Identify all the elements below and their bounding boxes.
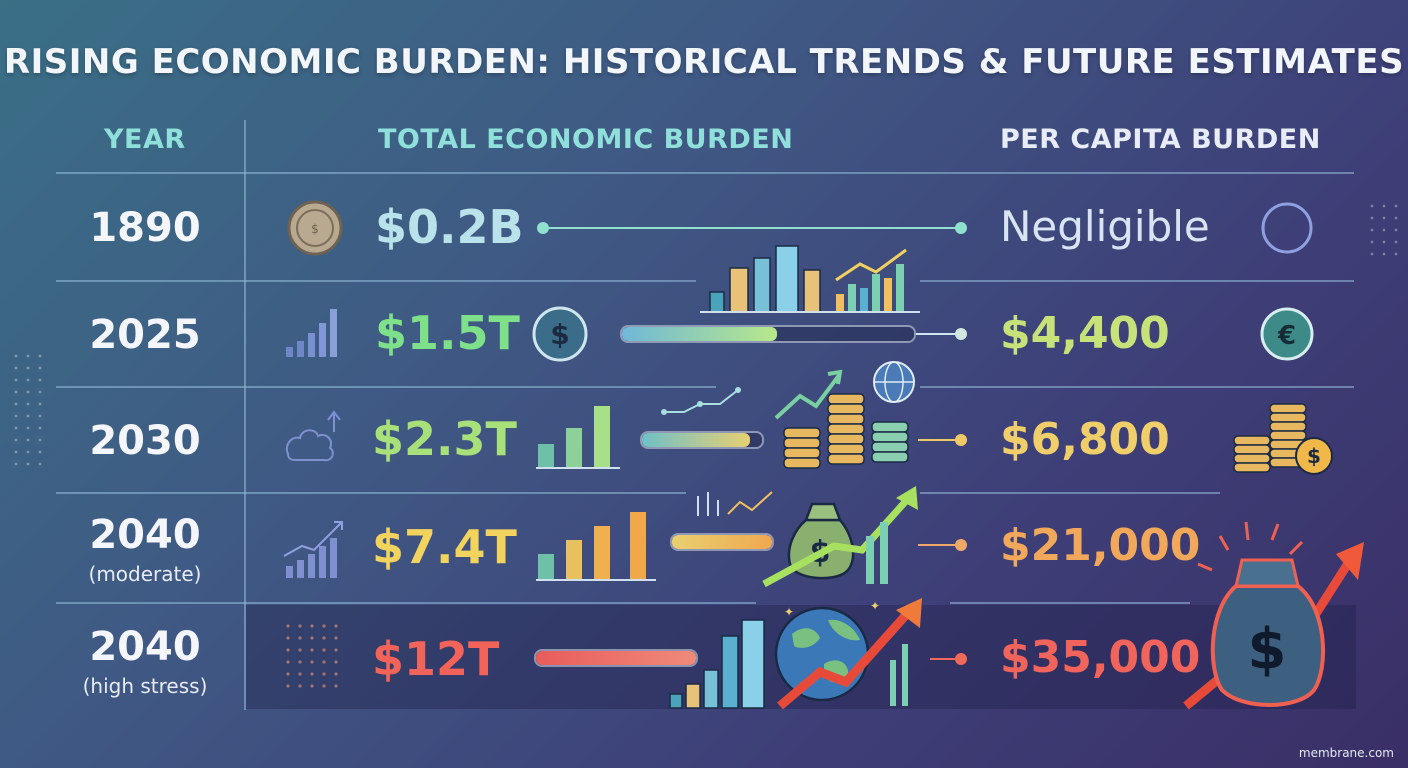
progress-fill [622, 327, 777, 341]
per-capita-value: $21,000 [1000, 520, 1201, 571]
row-divider [920, 280, 1354, 282]
bar-chart-icon [536, 406, 620, 469]
progress-bar [534, 649, 698, 667]
connector-line [918, 439, 958, 441]
svg-text:$: $ [550, 318, 569, 351]
bar-chart-icon [286, 309, 337, 357]
connector-line [916, 333, 958, 335]
total-value: $0.2B [375, 200, 524, 254]
page-title: RISING ECONOMIC BURDEN: HISTORICAL TREND… [3, 42, 1405, 82]
row-divider [56, 280, 696, 282]
connector-dot [955, 222, 967, 234]
decor-dots-left [10, 350, 50, 470]
connector-dot [955, 328, 967, 340]
decor-dots-row5 [282, 620, 346, 690]
header-per-capita: PER CAPITA BURDEN [1000, 124, 1321, 155]
year-cell: 2040 [89, 512, 201, 558]
connector-dot [955, 434, 967, 446]
total-value: $12T [372, 632, 500, 686]
header-total: TOTAL ECONOMIC BURDEN [378, 124, 794, 155]
svg-text:$: $ [1248, 617, 1287, 682]
city-skyline-icon [700, 245, 920, 313]
euro-coin-icon: € [1260, 307, 1314, 361]
progress-fill [672, 535, 772, 549]
svg-text:✦: ✦ [784, 605, 794, 619]
row-divider [950, 602, 1190, 604]
row-divider [56, 492, 686, 494]
progress-fill [642, 433, 750, 447]
total-value: $2.3T [372, 412, 517, 466]
svg-text:$: $ [1307, 444, 1321, 468]
globe-icon: ✦ ✦ [669, 598, 922, 710]
svg-text:$: $ [311, 222, 319, 236]
row-divider [920, 386, 1354, 388]
empty-circle-icon [1261, 202, 1313, 254]
brand-watermark: membrane.com [1298, 746, 1394, 760]
thought-cloud-icon [286, 410, 341, 462]
growth-arrow-icon [661, 387, 741, 415]
year-cell: 2025 [89, 312, 201, 358]
connector-dot [955, 539, 967, 551]
column-divider [244, 120, 246, 710]
total-value: $7.4T [372, 520, 517, 574]
progress-bar [620, 325, 916, 343]
coin-stack-icon [774, 361, 915, 469]
progress-bar [670, 533, 774, 551]
svg-text:✦: ✦ [870, 599, 880, 613]
year-cell: 2030 [89, 418, 201, 464]
year-cell: 1890 [89, 205, 201, 251]
connector-line [918, 544, 958, 546]
row-divider [920, 492, 1220, 494]
year-note: (moderate) [88, 562, 202, 586]
money-bag-icon: $ [1183, 521, 1364, 710]
coin-icon: $ [287, 200, 343, 256]
year-note: (high stress) [82, 674, 208, 698]
progress-bar [640, 431, 764, 449]
per-capita-value: Negligible [1000, 202, 1210, 251]
connector-line [549, 227, 957, 229]
header-year: YEAR [104, 124, 186, 155]
total-value: $1.5T [375, 306, 520, 360]
money-bag-icon: $ [697, 486, 918, 588]
dollar-coin-icon: $ [532, 306, 588, 362]
growth-chart-icon [283, 521, 343, 578]
decor-dots-right [1366, 200, 1402, 260]
progress-fill [536, 651, 696, 665]
per-capita-value: $35,000 [1000, 632, 1201, 683]
coin-stack-icon: $ [1233, 403, 1333, 475]
row-divider [56, 602, 756, 604]
row-divider [56, 172, 1354, 174]
connector-line [930, 658, 958, 660]
row-divider [56, 386, 716, 388]
svg-text:€: € [1277, 321, 1296, 351]
per-capita-value: $4,400 [1000, 308, 1170, 359]
per-capita-value: $6,800 [1000, 414, 1170, 465]
connector-dot [537, 222, 549, 234]
year-cell: 2040 [89, 624, 201, 670]
bar-chart-icon [536, 512, 656, 581]
connector-dot [955, 653, 967, 665]
